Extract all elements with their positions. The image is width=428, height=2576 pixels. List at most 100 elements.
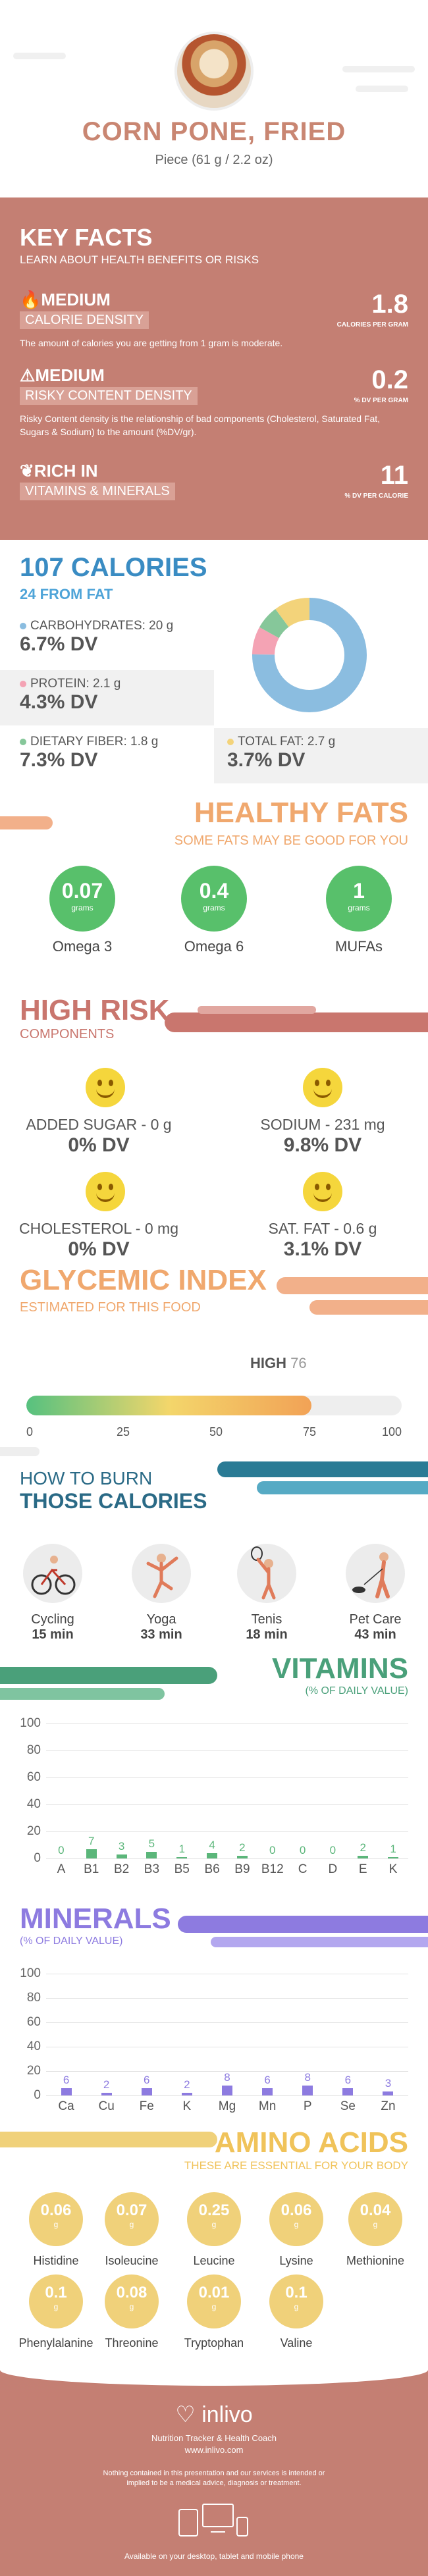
- omega3-unit: grams: [71, 903, 94, 912]
- gi-tick: 25: [116, 1425, 130, 1438]
- amino-name: Leucine: [193, 2254, 235, 2267]
- bar: [61, 2088, 72, 2095]
- glycemic-value: 76: [290, 1355, 307, 1371]
- decor-bar: [277, 1277, 428, 1294]
- protein-box: [0, 670, 214, 725]
- decor-bar: [257, 1481, 428, 1494]
- heart-icon: ♡: [175, 2402, 196, 2427]
- amino-item: 0.01 g Tryptophan: [171, 2274, 257, 2350]
- donut-slice-dietary-fiber: [259, 609, 289, 639]
- gridline: [46, 2095, 408, 2096]
- bar: [141, 2088, 152, 2095]
- omega6-unit: grams: [203, 903, 225, 912]
- rich-in-level: RICH IN: [34, 461, 98, 481]
- bar: [236, 1855, 248, 1858]
- bar: [262, 2088, 273, 2095]
- brand-name: inlivo: [201, 2402, 253, 2427]
- y-tick-label: 40: [26, 1797, 41, 1811]
- amino-item: 0.04 g Methionine: [333, 2192, 418, 2268]
- activity-name: Cycling: [31, 1612, 74, 1627]
- omega6-name: Omega 6: [184, 938, 244, 955]
- amino-blob: 0.25 g: [187, 2192, 241, 2246]
- omega6-blob: 0.4 grams: [181, 866, 247, 932]
- gi-tick: 75: [302, 1425, 317, 1438]
- amino-name: Threonine: [105, 2336, 159, 2350]
- amino-value: 0.25: [198, 2201, 230, 2219]
- activity-minutes: 18 min: [246, 1627, 288, 1642]
- gridline: [46, 1831, 408, 1832]
- gridline: [46, 2022, 408, 2023]
- carbs-dot: [20, 622, 26, 629]
- mufas-value: 1: [353, 879, 365, 903]
- bar: [181, 2093, 192, 2095]
- amino-item: 0.06 g Histidine: [13, 2192, 99, 2268]
- pet-care-icon: [346, 1544, 405, 1603]
- glycemic-subtitle: ESTIMATED FOR THIS FOOD: [20, 1300, 201, 1315]
- amino-name: Tryptophan: [184, 2336, 244, 2350]
- fiber-item: DIETARY FIBER: 1.8 g 7.3% DV: [20, 735, 158, 772]
- amino-unit: g: [373, 2220, 378, 2229]
- gridline: [46, 1777, 408, 1778]
- added-sugar-label: ADDED SUGAR - 0 g: [26, 1116, 172, 1133]
- cycling-icon: [23, 1544, 82, 1603]
- gridline: [46, 1998, 408, 1999]
- brand-url[interactable]: www.inlivo.com: [184, 2445, 244, 2455]
- smile-icon: [86, 1172, 125, 1211]
- vitamins-title: VITAMINS: [272, 1652, 408, 1685]
- x-category-label: P: [303, 2099, 312, 2113]
- amino-value: 0.06: [40, 2201, 72, 2219]
- y-tick-label: 60: [26, 2015, 41, 2029]
- fiber-dot: [20, 738, 26, 745]
- amino-value: 0.04: [360, 2201, 391, 2219]
- omega6-value: 0.4: [199, 879, 229, 903]
- activity-name: Yoga: [146, 1612, 176, 1627]
- amino-value: 0.01: [198, 2284, 230, 2301]
- amino-unit: g: [294, 2220, 299, 2229]
- yoga-icon: [132, 1544, 191, 1603]
- amino-name: Histidine: [33, 2254, 79, 2267]
- x-category-label: B5: [174, 1862, 190, 1876]
- bar-value-label: 6: [144, 2073, 150, 2086]
- gridline: [46, 1723, 408, 1724]
- gi-tick: 50: [209, 1425, 223, 1438]
- calorie-density-value: 1.8: [371, 290, 408, 319]
- fire-icon: 🔥: [20, 290, 41, 309]
- vitamins-section: VITAMINS (% OF DAILY VALUE) 100 80 60 40 20 0…: [0, 1652, 428, 1896]
- amino-unit: g: [53, 2302, 59, 2311]
- risky-content-desc: Risky Content density is the relationshi…: [20, 413, 381, 437]
- sodium-label: SODIUM - 231 mg: [260, 1116, 385, 1133]
- tennis-icon: [237, 1544, 296, 1603]
- bar: [358, 1855, 369, 1858]
- disclaimer: Nothing contained in this presentation a…: [103, 2469, 325, 2488]
- bar: [86, 1849, 97, 1858]
- decor-bar: [0, 1688, 165, 1700]
- y-tick-label: 80: [26, 1991, 41, 2005]
- cholesterol-label: CHOLESTEROL - 0 mg: [19, 1220, 178, 1237]
- leaf-icon: ❦: [20, 461, 34, 481]
- decor-bar: [13, 53, 66, 59]
- glycemic-title: GLYCEMIC INDEX: [20, 1264, 267, 1296]
- amino-name: Methionine: [346, 2254, 405, 2267]
- decor-bar: [0, 1447, 40, 1456]
- amino-item: 0.1 g Phenylalanine: [13, 2274, 99, 2350]
- amino-value: 0.08: [116, 2284, 147, 2301]
- decor-bar: [178, 1916, 428, 1933]
- glycemic-bar: [26, 1396, 402, 1415]
- calories-section: 107 CALORIES 24 FROM FAT CARBOHYDRATES: …: [0, 540, 428, 797]
- calorie-density-label: CALORIE DENSITY: [20, 311, 149, 329]
- smile-icon: [86, 1068, 125, 1107]
- gi-tick: 100: [381, 1425, 402, 1438]
- footer: ♡ inlivo Nutrition Tracker & Health Coac…: [0, 2370, 428, 2576]
- y-tick-label: 0: [34, 1851, 41, 1865]
- bar-value-label: 1: [390, 1842, 396, 1855]
- x-category-label: C: [298, 1862, 308, 1876]
- bar: [207, 1853, 218, 1858]
- bar: [342, 2088, 354, 2095]
- x-category-label: B9: [234, 1862, 250, 1876]
- bar: [222, 2086, 232, 2095]
- bar-value-label: 5: [148, 1837, 155, 1850]
- decor-bar: [0, 1667, 217, 1684]
- amino-value: 0.06: [281, 2201, 312, 2219]
- x-category-label: Ca: [58, 2099, 74, 2113]
- risky-content-row: ⚠MEDIUM RISKY CONTENT DENSITY 0.2 % DV P…: [20, 365, 408, 438]
